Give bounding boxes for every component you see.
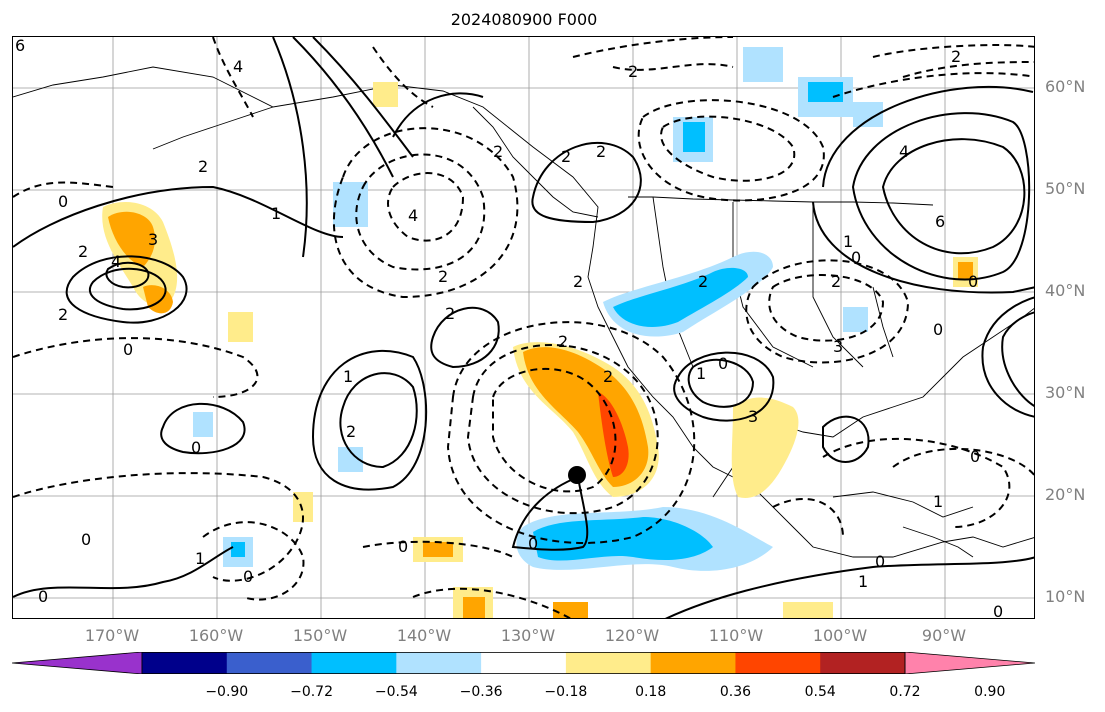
contour-label: 1 — [195, 549, 205, 568]
contour-label: 2 — [698, 272, 708, 291]
negative-anomaly-shading — [193, 47, 883, 571]
contour-label: 2 — [951, 47, 961, 66]
longitude-label: 140°W — [396, 626, 452, 645]
contour-label: 6 — [935, 212, 945, 231]
contour-label: 0 — [875, 552, 885, 571]
contour-label: 4 — [111, 252, 121, 271]
latitude-label: 30°N — [1045, 383, 1086, 402]
positive-contours — [13, 37, 1034, 618]
contour-label: 2 — [573, 272, 583, 291]
longitude-label: 130°W — [500, 626, 556, 645]
contour-label: 2 — [438, 267, 448, 286]
contour-label: 1 — [271, 204, 281, 223]
colorbar-segment — [820, 652, 906, 674]
longitude-label: 160°W — [188, 626, 244, 645]
latitude-label: 10°N — [1045, 587, 1086, 606]
latitude-label: 40°N — [1045, 281, 1086, 300]
latitude-label: 20°N — [1045, 485, 1086, 504]
contour-label: 0 — [38, 587, 48, 606]
contour-label: 4 — [899, 142, 909, 161]
colorbar-segment — [565, 652, 652, 674]
contour-label: 4 — [233, 57, 243, 76]
colorbar — [12, 652, 1035, 674]
chart-title: 2024080900 F000 — [450, 10, 598, 29]
colorbar-tick-label: 0.36 — [719, 684, 752, 700]
longitude-label: 170°W — [84, 626, 140, 645]
map-canvas: 6 4 3 2 2 0 2 4 2 0 0 4 2 0 2 2 1 2 2 0 … — [13, 37, 1034, 619]
colorbar-extend-low — [12, 652, 143, 674]
contour-label: 2 — [493, 142, 503, 161]
colorbar-tick-label: 0.18 — [635, 684, 667, 700]
colorbar-tick-label: −0.90 — [205, 684, 249, 700]
contour-label: 4 — [408, 206, 418, 225]
contour-label: 0 — [123, 340, 133, 359]
colorbar-segment — [735, 652, 821, 674]
contour-label: 2 — [346, 422, 356, 441]
positive-anomaly-shading — [102, 82, 978, 618]
colorbar-tick-label: −0.72 — [290, 684, 333, 700]
colorbar-tick-label: −0.54 — [374, 684, 418, 700]
contour-label: 1 — [843, 232, 853, 251]
contour-label: 2 — [831, 272, 841, 291]
contour-label: 3 — [833, 337, 843, 356]
colorbar-segment — [396, 652, 482, 674]
contour-label: 0 — [933, 320, 943, 339]
contour-label: 0 — [81, 530, 91, 549]
contour-label: 2 — [603, 367, 613, 386]
colorbar-extend-high — [904, 652, 1035, 674]
longitude-label: 120°W — [604, 626, 660, 645]
colorbar-frame — [141, 652, 906, 674]
contour-label: 2 — [596, 142, 606, 161]
contour-label: 2 — [561, 147, 571, 166]
colorbar-tick-label: 0.90 — [974, 684, 1006, 700]
contour-label: 0 — [528, 534, 538, 553]
contour-label: 0 — [970, 447, 980, 466]
contour-label: 1 — [858, 572, 868, 591]
colorbar-segment — [481, 652, 567, 674]
contour-label: 6 — [15, 37, 25, 55]
contour-label: 0 — [58, 192, 68, 211]
longitude-label: 100°W — [812, 626, 868, 645]
contour-label: 0 — [243, 567, 253, 586]
colorbar-tick-label: 0.72 — [889, 684, 921, 700]
longitude-label: 90°W — [921, 626, 967, 645]
latitude-label: 60°N — [1045, 77, 1086, 96]
contour-label: 2 — [78, 242, 88, 261]
longitude-label: 110°W — [708, 626, 764, 645]
contour-label: 3 — [748, 407, 758, 426]
contour-label: 0 — [718, 354, 728, 373]
contour-label: 2 — [445, 304, 455, 323]
colorbar-tick-label: −0.18 — [544, 684, 588, 700]
colorbar-segment — [142, 652, 228, 674]
colorbar-tick-label: −0.36 — [459, 684, 503, 700]
colorbar-segment — [650, 652, 736, 674]
negative-contours — [13, 37, 1034, 618]
colorbar-tick-label: 0.54 — [804, 684, 836, 700]
contour-label: 1 — [343, 367, 353, 386]
contour-label: 2 — [198, 157, 208, 176]
map-panel: 6 4 3 2 2 0 2 4 2 0 0 4 2 0 2 2 1 2 2 0 … — [12, 36, 1035, 619]
colorbar-segment — [311, 652, 397, 674]
contour-label: 2 — [58, 305, 68, 324]
contour-label: 3 — [148, 230, 158, 249]
storm-center-marker — [568, 466, 586, 484]
contour-label: 0 — [191, 438, 201, 457]
contour-label: 0 — [993, 602, 1003, 619]
contour-label: 0 — [851, 248, 861, 267]
latitude-label: 50°N — [1045, 179, 1086, 198]
colorbar-segment — [226, 652, 313, 674]
contour-labels: 6 4 3 2 2 0 2 4 2 0 0 4 2 0 2 2 1 2 2 0 … — [15, 37, 1003, 619]
contour-label: 0 — [398, 537, 408, 556]
contour-label: 1 — [696, 364, 706, 383]
contour-label: 1 — [933, 492, 943, 511]
contour-label: 2 — [628, 62, 638, 81]
contour-label: 0 — [968, 272, 978, 291]
longitude-label: 150°W — [292, 626, 348, 645]
contour-label: 2 — [558, 332, 568, 351]
